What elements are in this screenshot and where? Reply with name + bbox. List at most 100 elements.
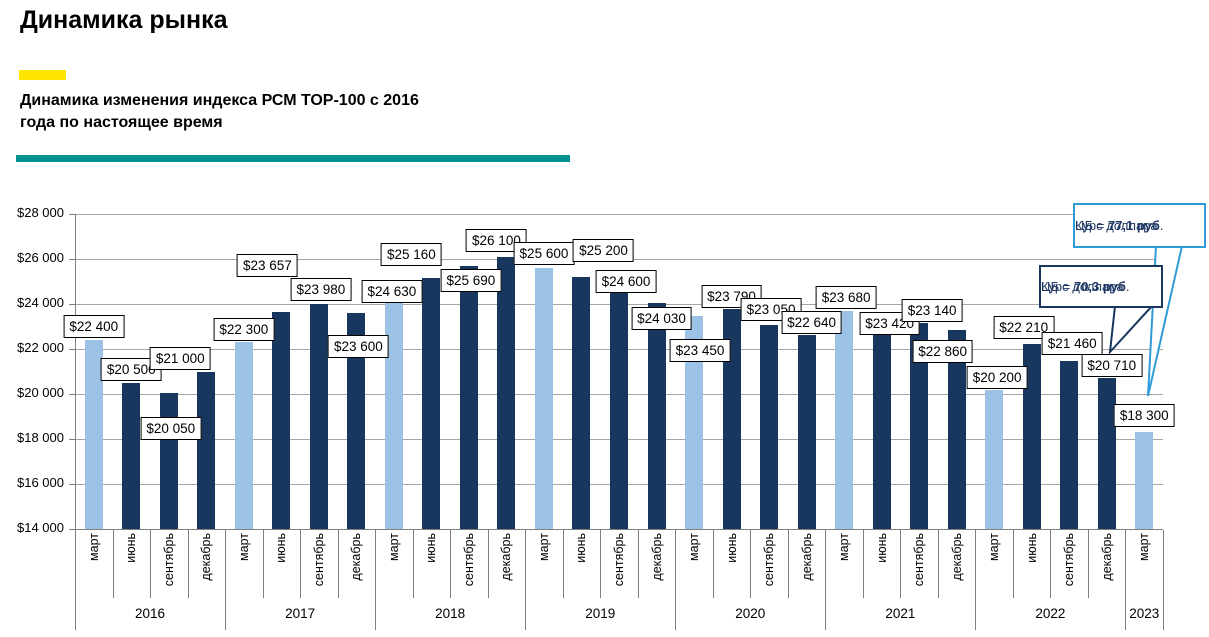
month-label: март bbox=[86, 533, 101, 561]
month-label: сентябрь bbox=[311, 533, 326, 587]
chart-bar bbox=[422, 277, 441, 529]
chart-bar bbox=[835, 311, 854, 529]
year-separator bbox=[975, 530, 977, 630]
chart-bar bbox=[985, 389, 1004, 529]
month-separator bbox=[262, 530, 264, 598]
month-label: июнь bbox=[424, 533, 439, 563]
chart-bar bbox=[534, 268, 553, 529]
month-label-cell: декабрь bbox=[788, 533, 826, 596]
month-label-cell: сентябрь bbox=[900, 533, 938, 596]
month-label: декабрь bbox=[199, 533, 214, 581]
bar-value-label: $21 000 bbox=[149, 346, 211, 370]
chart-bar bbox=[1022, 344, 1041, 529]
chart-bar bbox=[647, 303, 666, 529]
y-axis-label: $14 000 bbox=[17, 520, 64, 535]
chart-bar bbox=[947, 329, 966, 529]
subtitle-line-1: Динамика изменения индекса РСМ ТОР-100 с… bbox=[20, 92, 419, 109]
y-axis-label: $20 000 bbox=[17, 385, 64, 400]
month-label-cell: декабрь bbox=[338, 533, 376, 596]
month-label: март bbox=[987, 533, 1002, 561]
bar-value-label: $25 600 bbox=[513, 242, 575, 265]
bar-value-label: $22 300 bbox=[213, 318, 275, 342]
y-axis-tick bbox=[69, 439, 75, 440]
month-label: сентябрь bbox=[161, 533, 176, 587]
month-separator bbox=[900, 530, 902, 598]
y-axis-label: $18 000 bbox=[17, 430, 64, 445]
y-axis-tick bbox=[69, 259, 75, 260]
chart-bar bbox=[1060, 361, 1079, 529]
bar-value-label: $20 200 bbox=[966, 365, 1028, 389]
y-axis-tick bbox=[69, 214, 75, 215]
year-separator bbox=[1125, 530, 1127, 630]
year-separator bbox=[825, 530, 827, 630]
month-label-cell: сентябрь bbox=[150, 533, 188, 596]
chart-bar bbox=[1097, 378, 1116, 529]
bar-value-label: $22 640 bbox=[781, 310, 842, 334]
bar-value-label: $24 600 bbox=[595, 269, 657, 293]
month-separator bbox=[787, 530, 789, 598]
month-label-cell: март bbox=[1125, 533, 1163, 596]
year-label: 2017 bbox=[285, 606, 316, 621]
month-label-cell: июнь bbox=[1013, 533, 1051, 596]
bar-value-label: $23 680 bbox=[815, 286, 877, 310]
month-separator bbox=[1012, 530, 1014, 598]
month-label-cell: сентябрь bbox=[300, 533, 338, 596]
year-label: 2018 bbox=[435, 606, 466, 621]
month-label-cell: март bbox=[825, 533, 863, 596]
month-label-cell: июнь bbox=[263, 533, 301, 596]
month-label: сентябрь bbox=[461, 533, 476, 587]
year-separator bbox=[375, 530, 377, 630]
bar-value-label: $23 600 bbox=[327, 335, 389, 358]
year-separator bbox=[225, 530, 227, 630]
month-label: март bbox=[236, 533, 251, 561]
chart-bar bbox=[1135, 432, 1154, 529]
month-label-cell: март bbox=[975, 533, 1013, 596]
year-label: 2021 bbox=[885, 606, 916, 621]
month-label: март bbox=[687, 533, 702, 561]
chart-bar bbox=[497, 256, 516, 529]
x-axis-line bbox=[75, 529, 1163, 530]
chart-bar bbox=[234, 342, 253, 529]
month-label-cell: июнь bbox=[413, 533, 451, 596]
y-axis-tick bbox=[69, 349, 75, 350]
month-label-cell: декабрь bbox=[1088, 533, 1126, 596]
callout-dollar-rate-2022: Курс доллара ЦБ = 70,3 руб. bbox=[1039, 265, 1163, 308]
chart-bar bbox=[272, 311, 291, 529]
bar-value-label: $24 630 bbox=[361, 279, 423, 303]
month-label: декабрь bbox=[649, 533, 664, 581]
month-separator bbox=[300, 530, 302, 598]
month-label: июнь bbox=[274, 533, 289, 563]
month-label-cell: март bbox=[675, 533, 713, 596]
month-separator bbox=[937, 530, 939, 598]
month-label: март bbox=[386, 533, 401, 561]
chart-bar bbox=[384, 289, 403, 529]
month-label-cell: июнь bbox=[113, 533, 151, 596]
month-separator bbox=[637, 530, 639, 598]
y-axis-tick bbox=[69, 304, 75, 305]
chart-bar bbox=[760, 325, 779, 529]
month-label-cell: март bbox=[375, 533, 413, 596]
y-axis-tick bbox=[69, 529, 75, 530]
callout-text-line1: Курс доллара bbox=[1041, 279, 1124, 294]
month-label-cell: июнь bbox=[863, 533, 901, 596]
month-label: июнь bbox=[124, 533, 139, 563]
callout-text-line2: ЦБ = 70,3 руб. bbox=[1041, 279, 1130, 294]
bar-value-label: $20 710 bbox=[1081, 354, 1143, 378]
bar-value-label: $25 200 bbox=[573, 239, 634, 262]
month-separator bbox=[187, 530, 189, 598]
bar-value-label: $26 100 bbox=[466, 228, 527, 252]
chart-bar bbox=[122, 382, 141, 529]
month-label-cell: сентябрь bbox=[450, 533, 488, 596]
month-label: июнь bbox=[724, 533, 739, 563]
month-label: сентябрь bbox=[912, 533, 927, 587]
month-label-cell: декабрь bbox=[188, 533, 226, 596]
chart-bar bbox=[797, 334, 816, 529]
month-separator bbox=[712, 530, 714, 598]
year-label: 2023 bbox=[1129, 606, 1160, 621]
chart-bar bbox=[347, 313, 366, 529]
y-axis-label: $26 000 bbox=[17, 250, 64, 265]
month-label-cell: сентябрь bbox=[600, 533, 638, 596]
bar-value-label: $25 690 bbox=[440, 268, 502, 292]
chart-bar bbox=[309, 304, 328, 529]
